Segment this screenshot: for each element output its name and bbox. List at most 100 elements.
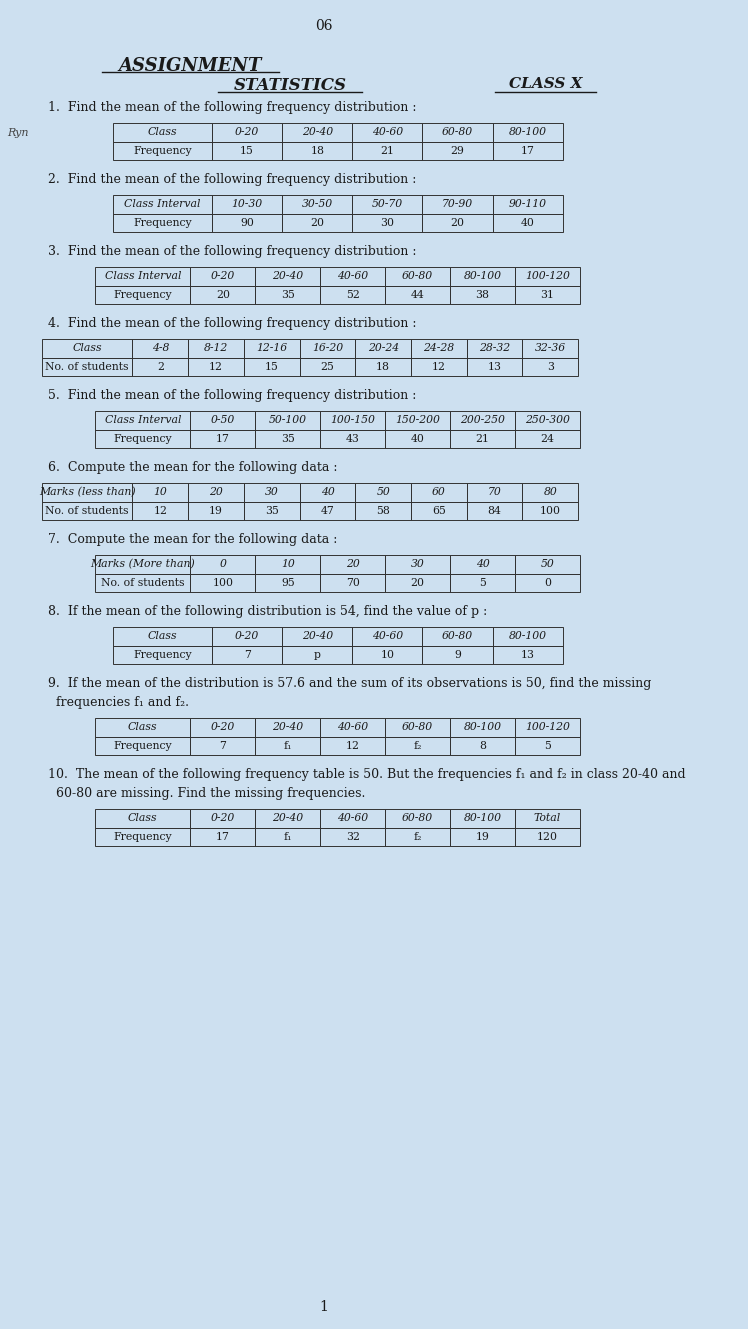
Bar (352, 195, 423, 214)
Bar (450, 429, 515, 448)
Text: 10: 10 (153, 488, 167, 497)
Text: 30: 30 (380, 218, 394, 227)
Bar (244, 501, 300, 520)
Bar (255, 556, 320, 574)
Text: 32-36: 32-36 (535, 343, 566, 354)
Text: 80-100: 80-100 (464, 722, 502, 732)
Text: 43: 43 (346, 433, 360, 444)
Bar (132, 482, 188, 501)
Bar (191, 809, 255, 828)
Text: 30-50: 30-50 (301, 199, 333, 209)
Bar (95, 574, 191, 591)
Text: Frequency: Frequency (114, 290, 172, 300)
Text: Frequency: Frequency (133, 218, 191, 227)
Text: 12: 12 (432, 361, 446, 372)
Text: 40: 40 (411, 433, 425, 444)
Bar (320, 556, 385, 574)
Bar (191, 286, 255, 304)
Text: Frequency: Frequency (114, 832, 172, 841)
Text: 60-80: 60-80 (442, 128, 473, 137)
Bar (191, 267, 255, 286)
Bar (132, 339, 188, 358)
Bar (95, 267, 191, 286)
Text: 40-60: 40-60 (337, 813, 368, 823)
Text: 100-120: 100-120 (525, 722, 570, 732)
Bar (515, 267, 580, 286)
Text: 12: 12 (153, 506, 168, 516)
Text: 250-300: 250-300 (525, 415, 570, 425)
Bar (423, 195, 492, 214)
Bar (191, 556, 255, 574)
Text: 84: 84 (488, 506, 502, 516)
Text: 9.  If the mean of the distribution is 57.6 and the sum of its observations is 5: 9. If the mean of the distribution is 57… (48, 676, 651, 690)
Text: 31: 31 (541, 290, 554, 300)
Text: Marks (less than): Marks (less than) (39, 488, 135, 497)
Text: 9: 9 (454, 650, 461, 659)
Text: 90: 90 (240, 218, 254, 227)
Text: CLASS X: CLASS X (509, 77, 582, 90)
Bar (95, 718, 191, 736)
Bar (112, 195, 212, 214)
Text: 1.  Find the mean of the following frequency distribution :: 1. Find the mean of the following freque… (48, 101, 416, 114)
Text: 40: 40 (321, 488, 334, 497)
Text: 20: 20 (411, 578, 425, 587)
Text: 52: 52 (346, 290, 360, 300)
Bar (300, 358, 355, 376)
Bar (132, 358, 188, 376)
Bar (352, 141, 423, 159)
Text: 60-80: 60-80 (442, 631, 473, 642)
Bar (320, 411, 385, 429)
Text: f₂: f₂ (414, 832, 422, 841)
Bar (95, 411, 191, 429)
Text: 70: 70 (488, 488, 501, 497)
Text: 40: 40 (476, 560, 489, 569)
Text: 60-80: 60-80 (402, 271, 433, 282)
Bar (255, 809, 320, 828)
Text: 80-100: 80-100 (464, 813, 502, 823)
Text: 0-50: 0-50 (211, 415, 235, 425)
Bar (423, 646, 492, 664)
Text: 40-60: 40-60 (372, 631, 403, 642)
Bar (352, 646, 423, 664)
Text: 30: 30 (265, 488, 278, 497)
Text: 18: 18 (376, 361, 390, 372)
Bar (191, 574, 255, 591)
Bar (411, 358, 467, 376)
Bar (191, 411, 255, 429)
Bar (492, 195, 562, 214)
Text: f₂: f₂ (414, 740, 422, 751)
Text: Total: Total (534, 813, 561, 823)
Bar (450, 809, 515, 828)
Text: Class: Class (147, 631, 177, 642)
Text: 90-110: 90-110 (509, 199, 547, 209)
Text: 10: 10 (281, 560, 295, 569)
Text: 20: 20 (216, 290, 230, 300)
Text: 20: 20 (450, 218, 465, 227)
Bar (492, 124, 562, 141)
Text: Class Interval: Class Interval (124, 199, 200, 209)
Bar (523, 501, 578, 520)
Text: f₁: f₁ (283, 740, 292, 751)
Text: 40-60: 40-60 (337, 271, 368, 282)
Text: 2.  Find the mean of the following frequency distribution :: 2. Find the mean of the following freque… (48, 173, 416, 186)
Text: 32: 32 (346, 832, 360, 841)
Text: 0-20: 0-20 (211, 722, 235, 732)
Bar (320, 809, 385, 828)
Bar (320, 429, 385, 448)
Bar (212, 627, 282, 646)
Bar (42, 339, 132, 358)
Bar (95, 556, 191, 574)
Text: 0: 0 (544, 578, 551, 587)
Text: 50-100: 50-100 (269, 415, 307, 425)
Text: 60-80: 60-80 (402, 813, 433, 823)
Text: 18: 18 (310, 146, 324, 155)
Text: 200-250: 200-250 (460, 415, 505, 425)
Text: 60-80 are missing. Find the missing frequencies.: 60-80 are missing. Find the missing freq… (56, 787, 366, 800)
Bar (132, 501, 188, 520)
Text: Frequency: Frequency (133, 146, 191, 155)
Bar (191, 828, 255, 847)
Text: Class Interval: Class Interval (105, 271, 181, 282)
Bar (112, 124, 212, 141)
Text: 20-40: 20-40 (272, 813, 304, 823)
Bar (515, 809, 580, 828)
